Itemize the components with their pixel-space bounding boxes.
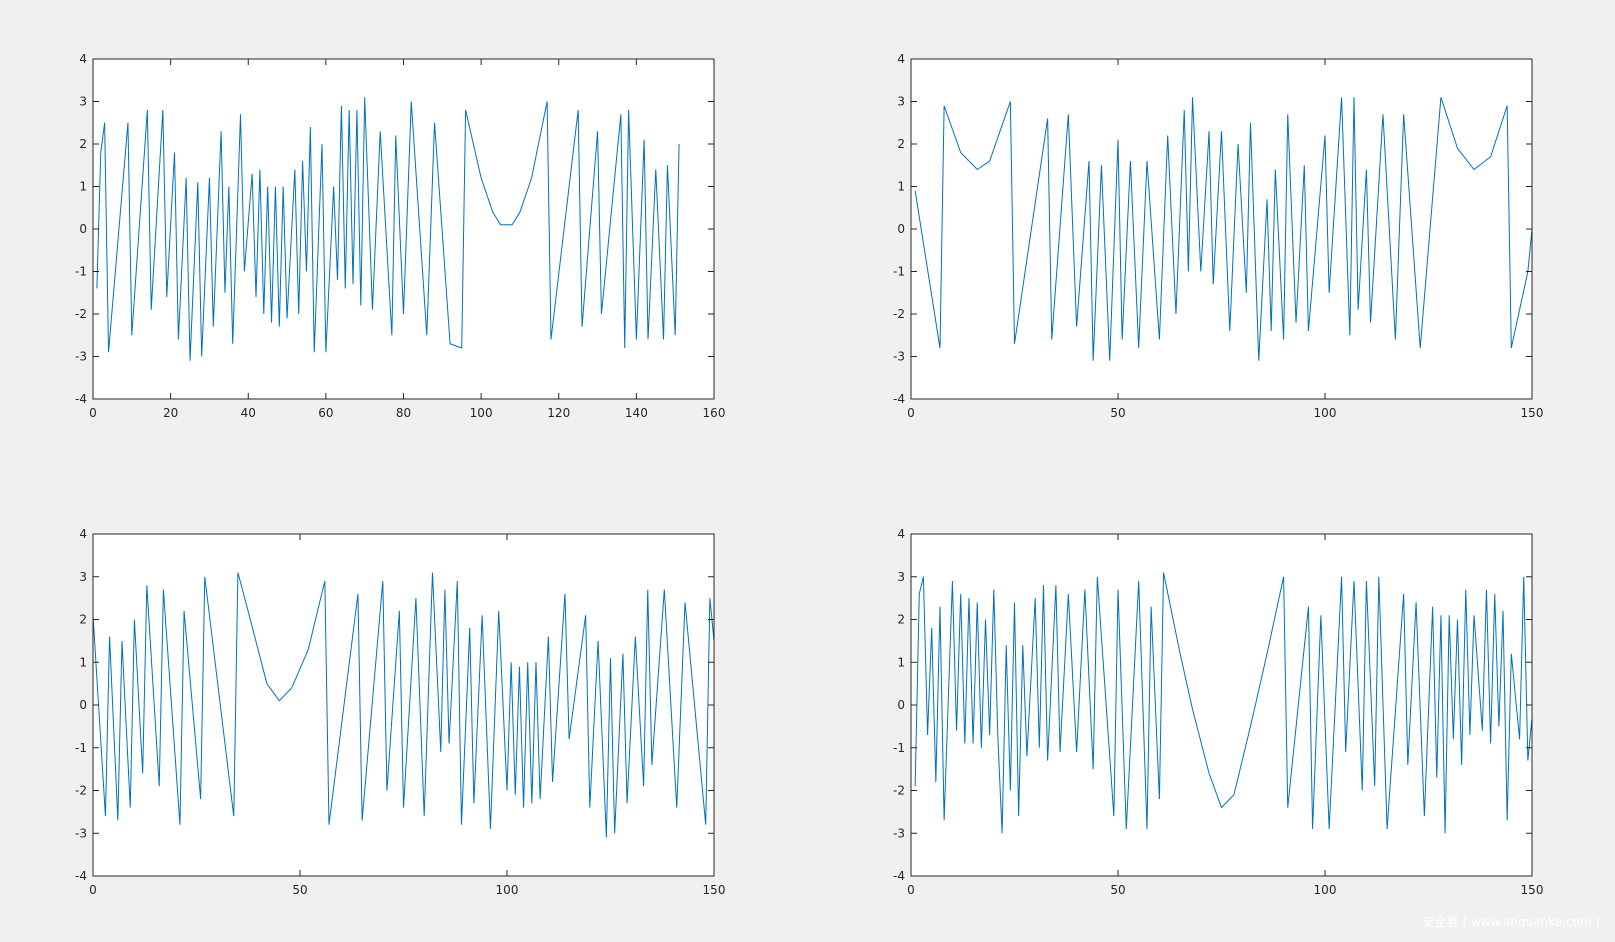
y-tick-label: 0 (79, 222, 87, 236)
x-tick-label: 140 (625, 406, 648, 420)
x-tick-label: 100 (470, 406, 493, 420)
x-tick-label: 50 (292, 883, 307, 897)
x-tick-label: 0 (89, 883, 97, 897)
y-tick-label: 1 (897, 655, 905, 669)
watermark: 安全客 ( www.anquanke.com ) (1423, 914, 1600, 929)
x-tick-label: 80 (396, 406, 411, 420)
y-tick-label: -4 (75, 869, 87, 883)
y-tick-label: -1 (75, 265, 87, 279)
x-tick-label: 20 (163, 406, 178, 420)
y-tick-label: 2 (79, 137, 87, 151)
y-tick-label: 3 (897, 570, 905, 584)
x-tick-label: 120 (547, 406, 570, 420)
x-tick-label: 50 (1110, 883, 1125, 897)
y-tick-label: -1 (893, 741, 905, 755)
y-tick-label: 2 (897, 137, 905, 151)
y-tick-label: 1 (79, 180, 87, 194)
x-tick-label: 150 (703, 883, 726, 897)
y-tick-label: -3 (893, 826, 905, 840)
data-line (96, 97, 680, 361)
y-tick-label: -3 (893, 350, 905, 364)
x-tick-label: 150 (1521, 883, 1544, 897)
y-tick-label: 4 (79, 527, 87, 541)
x-tick-label: 60 (318, 406, 333, 420)
x-tick-label: 40 (241, 406, 256, 420)
x-tick-label: 0 (907, 883, 915, 897)
y-tick-label: -4 (893, 392, 905, 406)
y-tick-label: 0 (897, 698, 905, 712)
y-tick-label: -2 (75, 784, 87, 798)
data-line (92, 572, 715, 838)
x-tick-label: 160 (703, 406, 726, 420)
y-tick-label: -3 (75, 826, 87, 840)
x-tick-label: 100 (1314, 406, 1337, 420)
y-tick-label: 1 (897, 180, 905, 194)
data-line (914, 572, 1533, 834)
x-tick-label: 0 (89, 406, 97, 420)
y-tick-label: -1 (75, 741, 87, 755)
y-tick-label: 4 (897, 52, 905, 66)
y-tick-label: -2 (893, 307, 905, 321)
data-line (914, 97, 1533, 361)
y-tick-label: 2 (897, 613, 905, 627)
axes-background (93, 59, 714, 399)
x-tick-label: 100 (496, 883, 519, 897)
y-tick-label: -3 (75, 350, 87, 364)
axes-background (911, 59, 1532, 399)
y-tick-label: 4 (897, 527, 905, 541)
x-tick-label: 150 (1521, 406, 1544, 420)
y-tick-label: 0 (897, 222, 905, 236)
y-tick-label: 3 (897, 95, 905, 109)
y-tick-label: 3 (79, 570, 87, 584)
y-tick-label: -2 (75, 307, 87, 321)
x-tick-label: 0 (907, 406, 915, 420)
x-tick-label: 100 (1314, 883, 1337, 897)
y-tick-label: -4 (893, 869, 905, 883)
y-tick-label: -1 (893, 265, 905, 279)
y-tick-label: 0 (79, 698, 87, 712)
y-tick-label: 2 (79, 613, 87, 627)
x-tick-label: 50 (1110, 406, 1125, 420)
y-tick-label: 1 (79, 655, 87, 669)
axes-background (93, 534, 714, 876)
y-tick-label: -4 (75, 392, 87, 406)
y-tick-label: 4 (79, 52, 87, 66)
y-tick-label: 3 (79, 95, 87, 109)
y-tick-label: -2 (893, 784, 905, 798)
